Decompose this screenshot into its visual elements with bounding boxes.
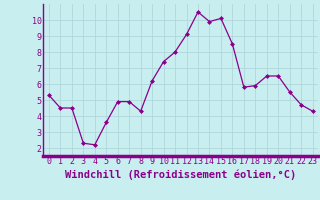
X-axis label: Windchill (Refroidissement éolien,°C): Windchill (Refroidissement éolien,°C) — [65, 169, 296, 180]
